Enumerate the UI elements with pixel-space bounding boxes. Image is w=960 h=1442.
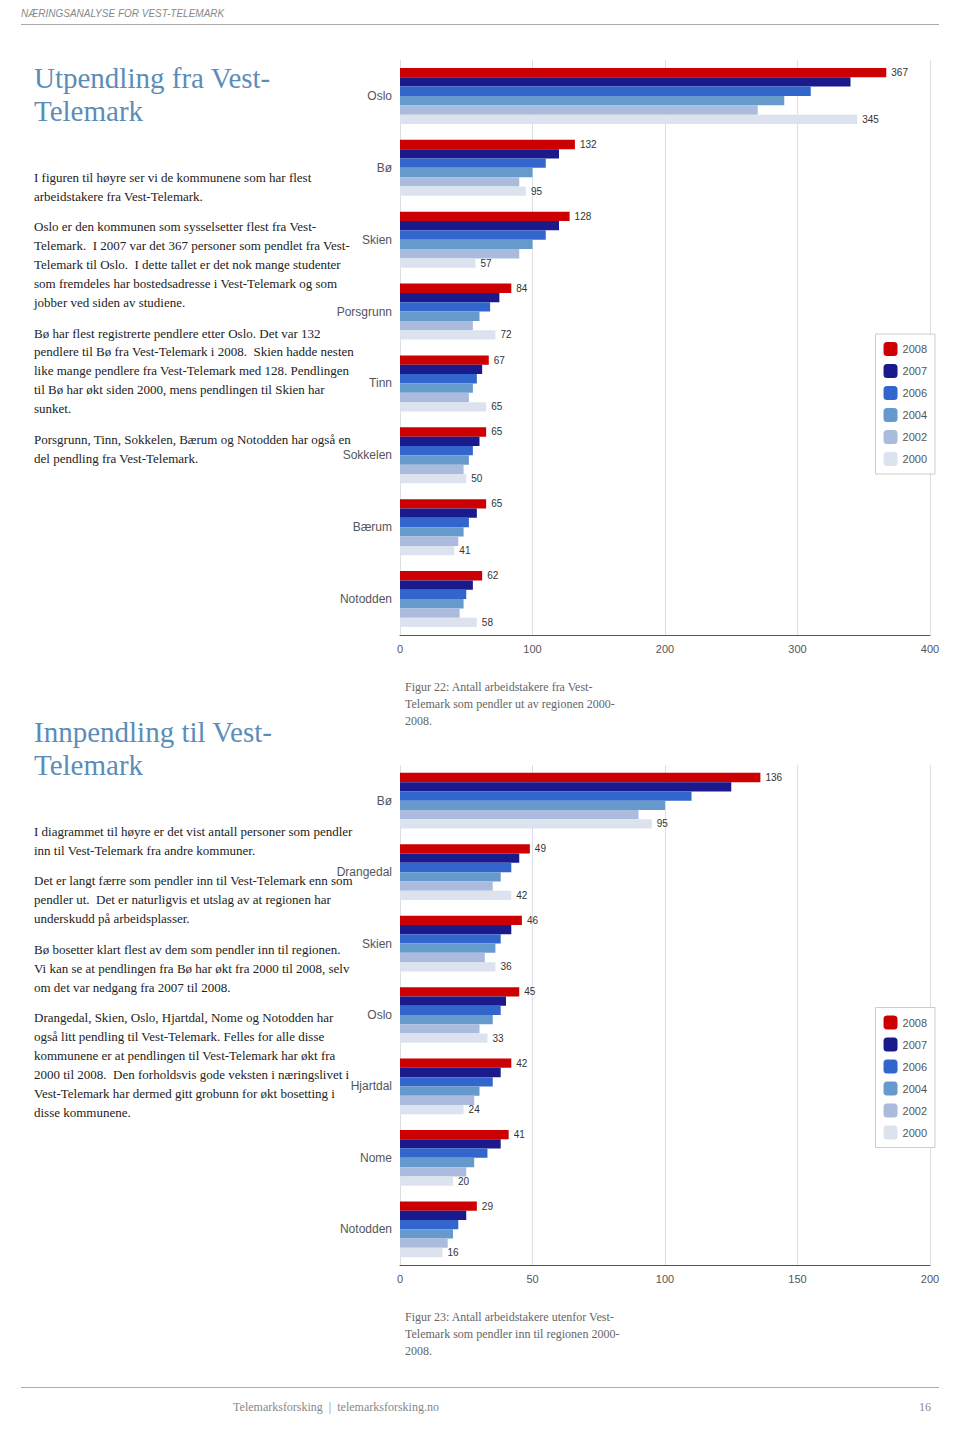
svg-text:41: 41 <box>459 545 471 556</box>
svg-text:2000: 2000 <box>903 453 927 465</box>
html-text:I diagrammet til høyre er det: I diagrammet til høyre er det vist antal… <box>34 823 356 858</box>
svg-text:2002: 2002 <box>903 1105 927 1117</box>
svg-text:2008: 2008 <box>903 1017 927 1029</box>
html-text:Innpendling til Vest- Telemark: Innpendling til Vest- Telemark <box>34 716 272 782</box>
svg-text:132: 132 <box>580 139 597 150</box>
svg-text:57: 57 <box>481 258 493 269</box>
svg-text:72: 72 <box>500 329 512 340</box>
html-text:Drangedal, Skien, Oslo, Hjartd: Drangedal, Skien, Oslo, Hjartdal, Nome o… <box>34 1010 353 1120</box>
svg-text:41: 41 <box>514 1129 526 1140</box>
svg-text:345: 345 <box>862 114 879 125</box>
svg-text:16: 16 <box>447 1247 459 1258</box>
svg-text:2004: 2004 <box>903 1083 927 1095</box>
svg-text:45: 45 <box>524 986 536 997</box>
svg-text:62: 62 <box>487 570 499 581</box>
svg-text:367: 367 <box>891 67 908 78</box>
svg-text:2008.: 2008. <box>405 714 432 728</box>
svg-text:20: 20 <box>458 1176 470 1187</box>
svg-text:Bø: Bø <box>377 794 393 808</box>
svg-text:300: 300 <box>788 643 806 655</box>
svg-text:Notodden: Notodden <box>340 1222 392 1236</box>
svg-text:67: 67 <box>494 355 506 366</box>
svg-text:Notodden: Notodden <box>340 592 392 606</box>
svg-text:Bø: Bø <box>377 161 393 175</box>
svg-text:Oslo: Oslo <box>367 1008 392 1022</box>
html-text:I figuren til høyre ser vi de: I figuren til høyre ser vi de kommunene … <box>34 169 315 204</box>
svg-text:2006: 2006 <box>903 387 927 399</box>
svg-text:2008.: 2008. <box>405 1344 432 1358</box>
svg-text:Drangedal: Drangedal <box>337 865 392 879</box>
svg-text:136: 136 <box>765 772 782 783</box>
html-text:Telemarksforsking | telemarksf: Telemarksforsking | telemarksforsking.no <box>233 1400 439 1414</box>
svg-text:2008: 2008 <box>903 343 927 355</box>
svg-text:24: 24 <box>469 1104 481 1115</box>
svg-text:33: 33 <box>492 1033 504 1044</box>
svg-text:128: 128 <box>575 211 592 222</box>
html-text:Bø har flest registrerte pendl: Bø har flest registrerte pendlere etter … <box>34 325 357 416</box>
svg-text:36: 36 <box>500 961 512 972</box>
svg-text:Telemark som pendler inn til r: Telemark som pendler inn til regionen 20… <box>405 1327 619 1341</box>
svg-text:65: 65 <box>491 401 503 412</box>
svg-text:Nome: Nome <box>360 1151 392 1165</box>
svg-text:95: 95 <box>531 186 543 197</box>
svg-text:100: 100 <box>656 1273 674 1285</box>
svg-text:84: 84 <box>516 283 528 294</box>
svg-text:2007: 2007 <box>903 365 927 377</box>
svg-text:Skien: Skien <box>362 233 392 247</box>
html-text:16: 16 <box>919 1400 931 1414</box>
svg-text:2000: 2000 <box>903 1127 927 1139</box>
svg-text:42: 42 <box>516 890 528 901</box>
svg-text:Skien: Skien <box>362 937 392 951</box>
html-text:Bø bosetter klart flest av dem: Bø bosetter klart flest av dem som pendl… <box>34 941 353 995</box>
svg-text:Tinn: Tinn <box>369 376 392 390</box>
svg-text:42: 42 <box>516 1058 528 1069</box>
svg-text:Telemark som pendler ut av reg: Telemark som pendler ut av regionen 2000… <box>405 697 615 711</box>
svg-text:Porsgrunn: Porsgrunn <box>337 305 392 319</box>
svg-text:29: 29 <box>482 1201 494 1212</box>
svg-text:2007: 2007 <box>903 1039 927 1051</box>
svg-text:46: 46 <box>527 915 539 926</box>
svg-text:50: 50 <box>526 1273 538 1285</box>
svg-text:Hjartdal: Hjartdal <box>351 1079 392 1093</box>
svg-text:0: 0 <box>397 1273 403 1285</box>
svg-text:Sokkelen: Sokkelen <box>343 448 392 462</box>
svg-text:2002: 2002 <box>903 431 927 443</box>
svg-text:Bærum: Bærum <box>353 520 392 534</box>
svg-text:2004: 2004 <box>903 409 927 421</box>
svg-text:100: 100 <box>523 643 541 655</box>
svg-text:50: 50 <box>471 473 483 484</box>
svg-text:400: 400 <box>921 643 939 655</box>
svg-text:65: 65 <box>491 498 503 509</box>
svg-text:Figur 23: Antall arbeidstakere: Figur 23: Antall arbeidstakere utenfor V… <box>405 1310 614 1324</box>
svg-text:0: 0 <box>397 643 403 655</box>
svg-text:150: 150 <box>788 1273 806 1285</box>
svg-text:65: 65 <box>491 426 503 437</box>
svg-text:2006: 2006 <box>903 1061 927 1073</box>
html-text:NÆRINGSANALYSE FOR VEST-TELEMA: NÆRINGSANALYSE FOR VEST-TELEMARK <box>21 8 225 19</box>
svg-text:58: 58 <box>482 617 494 628</box>
svg-text:Figur 22: Antall arbeidstakere: Figur 22: Antall arbeidstakere fra Vest- <box>405 680 592 694</box>
svg-text:Oslo: Oslo <box>367 89 392 103</box>
svg-text:49: 49 <box>535 843 547 854</box>
svg-text:200: 200 <box>656 643 674 655</box>
svg-text:200: 200 <box>921 1273 939 1285</box>
html-text:Utpendling fra Vest- Telemark: Utpendling fra Vest- Telemark <box>34 62 271 128</box>
html-text:Porsgrunn, Tinn, Sokkelen, Bær: Porsgrunn, Tinn, Sokkelen, Bærum og Noto… <box>34 431 354 466</box>
html-text:Oslo er den kommunen som sysse: Oslo er den kommunen som sysselsetter fl… <box>34 219 350 310</box>
svg-text:95: 95 <box>657 818 669 829</box>
html-text:Det er langt færre som pendler: Det er langt færre som pendler inn til V… <box>34 873 356 927</box>
